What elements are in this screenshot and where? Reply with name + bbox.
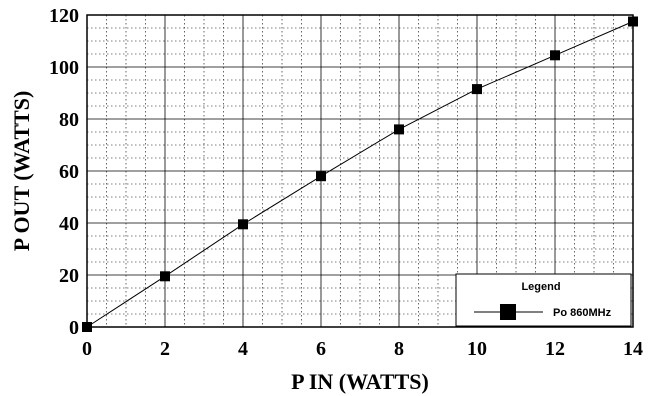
- x-tick-label: 14: [623, 338, 643, 360]
- y-tick-label: 120: [49, 5, 79, 27]
- y-tick-labels: 0 20 40 60 80 100 120: [49, 5, 79, 339]
- y-tick-label: 40: [59, 213, 79, 235]
- x-tick-label: 2: [160, 338, 170, 360]
- legend: Legend Po 860MHz: [455, 273, 632, 327]
- x-tick-labels: 0 2 4 6 8 10 12 14: [82, 338, 643, 360]
- legend-entry-label: Po 860MHz: [553, 307, 612, 319]
- x-tick-label: 4: [238, 338, 248, 360]
- legend-box: [455, 273, 632, 327]
- legend-title: Legend: [521, 281, 560, 293]
- data-point-marker: [238, 219, 248, 230]
- data-point-marker: [472, 84, 482, 95]
- data-point-marker: [550, 50, 560, 61]
- data-point-marker: [160, 271, 170, 282]
- legend-marker-sample: [500, 304, 516, 320]
- series-layer: [82, 16, 638, 332]
- data-point-marker: [628, 16, 638, 27]
- x-tick-label: 12: [545, 338, 565, 360]
- plot-frame: [86, 14, 634, 328]
- y-axis-title: P OUT (WATTS): [9, 91, 34, 252]
- y-tick-label: 80: [59, 109, 79, 131]
- data-point-marker: [82, 322, 92, 332]
- x-tick-label: 6: [316, 338, 326, 360]
- series-line: [86, 21, 634, 328]
- data-point-marker: [316, 171, 326, 182]
- y-tick-label: 20: [59, 265, 79, 287]
- y-tick-label: 100: [49, 57, 79, 79]
- x-tick-label: 8: [394, 338, 404, 360]
- y-tick-label: 0: [69, 317, 79, 339]
- y-tick-label: 60: [59, 161, 79, 183]
- data-point-marker: [394, 124, 404, 135]
- x-tick-label: 10: [467, 338, 487, 360]
- x-tick-label: 0: [82, 338, 92, 360]
- x-axis-title: P IN (WATTS): [291, 369, 429, 394]
